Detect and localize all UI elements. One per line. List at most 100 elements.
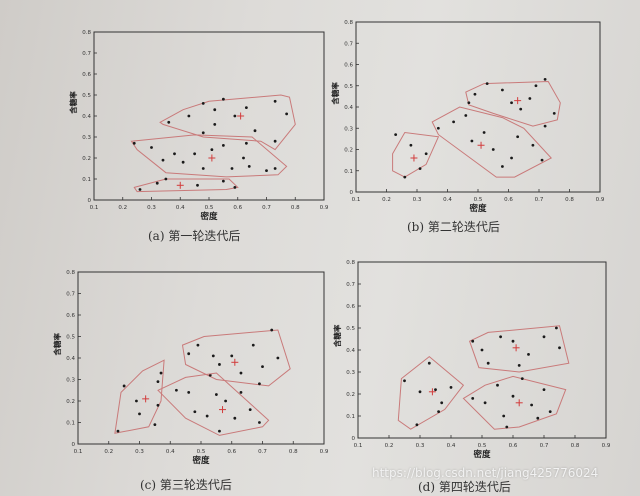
scatter-plot-c: 0.1 0.2 0.3 0.4 0.5 0.6 0.7 0.8 0.900.10.20.30.4… [52,270,329,466]
data-point [499,335,502,339]
cluster-hull [468,325,570,373]
x-axis-label: 密度 [468,203,487,214]
cluster-hull [157,372,270,436]
x-tick-label: 0.4 [447,443,456,449]
x-tick-label: 0.7 [535,197,544,203]
data-point [528,97,532,100]
x-tick-label: 0.8 [571,443,580,449]
data-point [239,371,243,375]
data-point [418,167,422,171]
data-point [175,388,178,392]
cluster-hull [431,106,553,178]
data-point [247,165,251,168]
axes-frame [93,31,325,201]
y-tick-label: 0.5 [346,326,355,332]
centroid-marker [477,141,485,149]
data-point [527,353,530,356]
data-point [265,169,268,173]
y-axis-label: 含糖率 [52,332,62,355]
data-point [150,146,153,149]
data-point [501,165,504,168]
data-point [540,158,544,162]
data-point [483,401,487,405]
x-tick-label: 0.5 [474,197,483,203]
x-tick-label: 0.8 [289,449,298,455]
y-tick-label: 0.2 [66,399,75,405]
x-tick-label: 0.6 [504,197,513,203]
data-point [534,84,538,88]
data-point [201,167,205,170]
cluster-hull [465,80,561,127]
x-axis-label: 密度 [199,211,218,222]
data-point [542,388,546,391]
y-tick-label: 0.4 [82,114,91,120]
caption-d: (d) 第四轮迭代后 [418,480,511,494]
data-point [517,364,521,367]
x-tick-label: 0.1 [354,443,363,449]
data-point [213,123,217,126]
data-point [436,126,440,130]
scatter-plot-a: 0.1 0.2 0.3 0.4 0.5 0.6 0.7 0.8 0.900.10.20.30.4… [68,30,329,222]
x-tick-label: 0.3 [416,443,425,449]
data-point [201,102,205,105]
data-point [233,114,237,118]
y-tick-label: 0.8 [346,260,355,266]
data-point [251,343,255,347]
data-point [415,423,419,427]
y-tick-label: 0.1 [82,177,91,183]
centroid-marker [176,181,184,189]
data-point [470,139,474,143]
y-tick-label: 0.6 [82,72,91,78]
x-tick-label: 0.6 [227,449,236,455]
data-point [273,99,277,103]
y-tick-label: 0.5 [82,93,91,99]
x-tick-label: 0.2 [118,205,127,211]
data-point [276,356,280,360]
data-point [427,361,431,365]
cluster-hull [392,131,440,178]
data-point [205,414,209,418]
data-point [434,388,437,391]
y-tick-label: 0.1 [66,421,75,427]
data-point [409,143,413,147]
x-tick-label: 0.4 [176,205,185,211]
y-tick-label: 0.3 [66,378,75,384]
data-point [233,186,237,189]
data-point [233,416,237,420]
x-axis-label: 密度 [191,455,210,466]
x-tick-label: 0.9 [320,449,329,455]
data-point [394,133,398,137]
data-point [218,429,221,433]
data-point [418,390,422,394]
data-point [161,158,165,162]
data-point [239,391,243,394]
x-tick-label: 0.6 [233,205,242,211]
data-point [555,326,558,330]
data-point [464,114,468,117]
data-point [511,394,515,398]
y-tick-label: 0 [72,442,76,448]
y-tick-label: 0.5 [66,335,75,341]
data-point [261,365,264,368]
y-tick-label: 0.3 [82,135,91,141]
data-point [214,393,218,396]
y-tick-label: 0.2 [344,148,353,154]
x-tick-label: 0.4 [443,197,452,203]
data-point [510,156,513,160]
data-point [536,416,540,420]
data-point [285,112,289,116]
x-tick-label: 0.3 [135,449,144,455]
data-point [543,77,547,81]
data-point [510,101,513,105]
x-tick-label: 0.8 [565,197,574,203]
y-tick-label: 0.7 [344,41,353,47]
caption-b: (b) 第二轮迭代后 [407,220,500,234]
data-point [211,354,215,358]
y-tick-label: 0.1 [346,414,355,420]
data-point [486,361,490,365]
data-point [187,352,191,356]
data-point [511,339,515,343]
data-point [473,92,477,96]
data-point [153,423,157,427]
